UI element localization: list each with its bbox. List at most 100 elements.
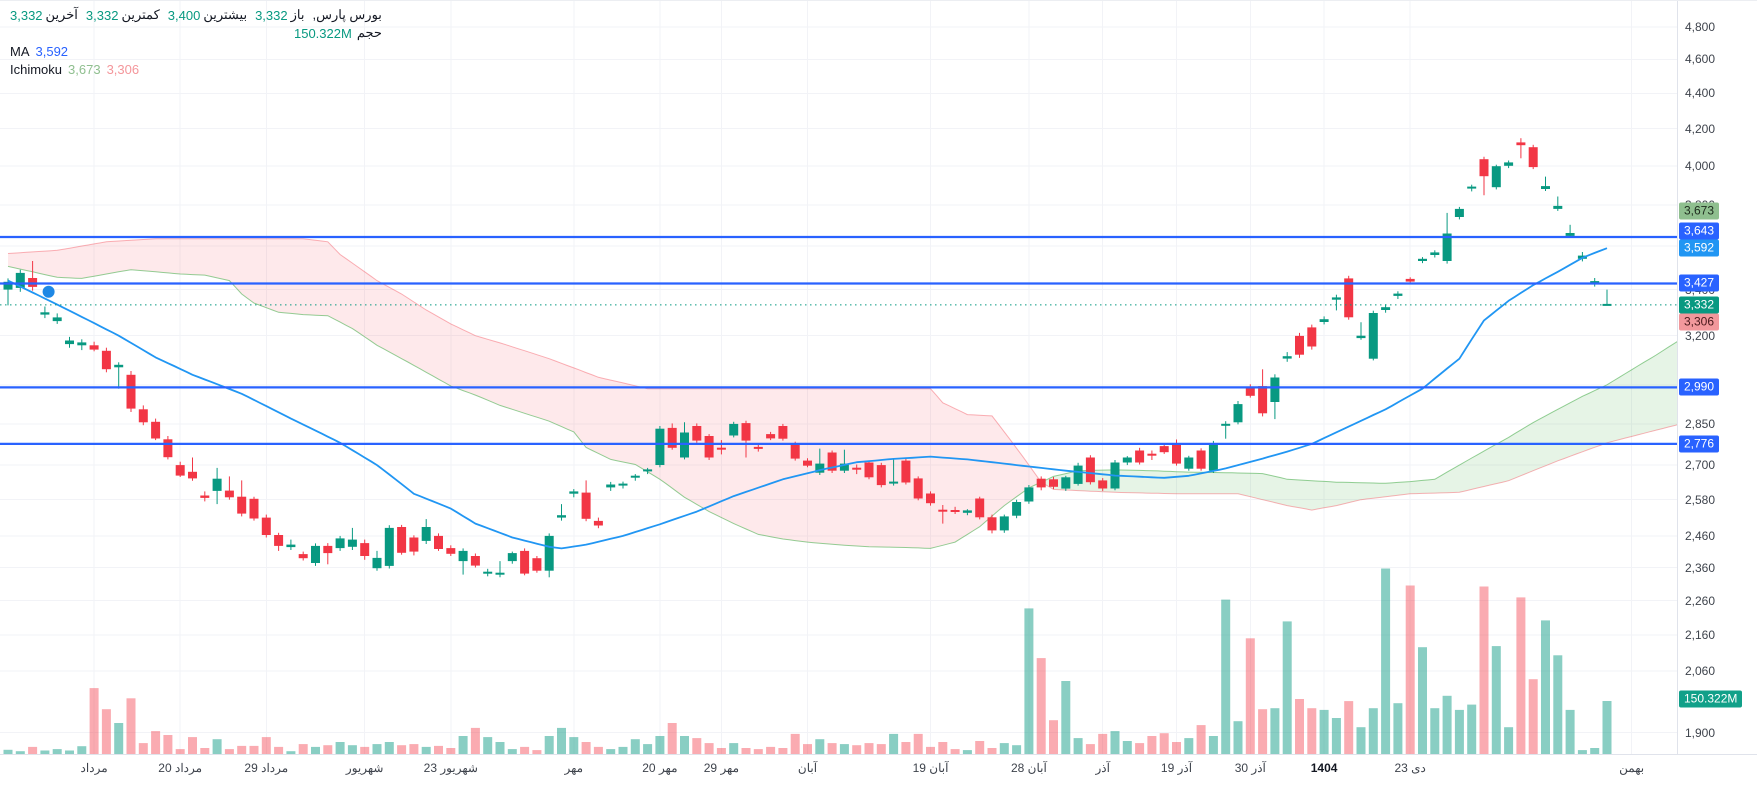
volume-bar [1491, 646, 1501, 754]
candle-body [1368, 313, 1378, 359]
volume-bar [889, 733, 899, 754]
candle-body [52, 317, 62, 322]
volume-bar [335, 742, 345, 754]
ma-line[interactable] [7, 247, 1608, 550]
price-tick: 4,200 [1685, 121, 1716, 136]
volume-bar [1122, 741, 1132, 754]
volume-bar [962, 750, 972, 754]
candle-body [1356, 335, 1366, 339]
volume-bar [901, 742, 911, 754]
candle-body [1098, 480, 1108, 489]
candle-body [1467, 186, 1477, 189]
price-tick: 4,600 [1685, 52, 1716, 67]
volume-bar [1196, 725, 1206, 754]
candle-body [249, 498, 259, 519]
volume-bar [1110, 731, 1120, 754]
volume-bar [323, 745, 333, 754]
candle-body [1442, 233, 1452, 261]
candle-body [1282, 356, 1292, 359]
time-label: 28 آبان [1010, 761, 1047, 775]
ichimoku-senkou-a-value: 3,673 [68, 61, 101, 77]
volume-bar [790, 733, 800, 754]
volume-bar [950, 749, 960, 754]
volume-bar [1024, 608, 1034, 754]
candle-body [101, 350, 111, 370]
volume-bar [839, 744, 849, 754]
volume-bar [741, 748, 751, 754]
candle-body [1073, 465, 1083, 484]
candle-body [77, 342, 87, 346]
volume-bar [1208, 736, 1218, 754]
time-label: 19 آبان [912, 761, 949, 775]
price-tick: 2,700 [1685, 458, 1716, 473]
candle-body [1245, 387, 1255, 396]
volume-bar [581, 742, 591, 754]
candle-body [667, 427, 677, 448]
candle-body [200, 495, 210, 498]
legend-volume-row[interactable]: حجم 150.322M [10, 24, 382, 42]
legend-ma-row[interactable]: MA 3,592 [10, 42, 382, 60]
candle-body [151, 421, 161, 439]
volume-bar [384, 742, 394, 754]
volume-bar [1282, 621, 1292, 754]
volume-bar [1504, 727, 1514, 754]
candle-body [335, 538, 345, 549]
volume-bar [1245, 638, 1255, 754]
candle-body [237, 496, 247, 514]
volume-bar [114, 723, 124, 754]
volume-bar [188, 737, 197, 754]
volume-bar [458, 736, 468, 754]
volume-bar [1258, 709, 1268, 754]
volume-bar [1381, 568, 1391, 754]
volume-bar [716, 748, 726, 754]
time-axis[interactable]: مرداد 20 مرداد 29 مرداد شهریور 23 شهریور مهر 2… [0, 754, 1757, 781]
legend-high: بیشترین 3,400 [167, 7, 248, 23]
candle-body [852, 467, 862, 470]
grid [0, 1, 1677, 754]
candle-body [741, 423, 751, 441]
candle-body [1135, 450, 1145, 463]
candle-body [606, 484, 616, 488]
candle-body [1430, 252, 1440, 255]
symbol-title: بورس پارس, [312, 7, 382, 22]
candle-body [778, 426, 788, 439]
volume-bar [175, 749, 185, 754]
price-badge: 3,673 [1679, 202, 1720, 220]
volume-bar [28, 746, 38, 754]
candle-body [544, 535, 554, 571]
candle-body [212, 478, 222, 491]
candle-body [766, 434, 776, 439]
time-label: مرداد [80, 761, 108, 775]
time-label: 29 مرداد [244, 761, 289, 775]
price-badge: 2,776 [1679, 435, 1720, 453]
time-label: 1404 [1310, 761, 1338, 775]
price-tick: 2,580 [1685, 492, 1716, 507]
price-axis[interactable]: 4,8004,6004,4004,2004,0003,8003,6003,400… [1677, 1, 1757, 754]
volume-bar [1553, 655, 1563, 754]
price-tick: 2,360 [1685, 560, 1716, 575]
candle-body [384, 527, 394, 566]
candle-body [790, 443, 800, 459]
candle-body [889, 481, 899, 484]
candle-body [839, 463, 849, 471]
candle-body [1405, 278, 1415, 282]
candle-body [286, 544, 296, 548]
time-label: 20 مرداد [158, 761, 203, 775]
candle-body [175, 465, 185, 476]
volume-bar [3, 749, 13, 754]
legend-low: کمترین 3,332 [85, 7, 160, 23]
event-marker-dot[interactable] [42, 285, 55, 298]
candle-body [274, 535, 284, 546]
legend-symbol-row[interactable]: بورس پارس, باز 3,332 بیشترین 3,400 کمتری… [10, 6, 382, 24]
price-badge: 3,643 [1679, 222, 1720, 240]
candle-body [729, 423, 739, 436]
volume-bar [434, 745, 443, 754]
legend-ichimoku-row[interactable]: Ichimoku 3,673 3,306 [10, 60, 382, 78]
volume-series[interactable] [3, 568, 1612, 755]
candle-body [323, 545, 333, 554]
candle-body [1221, 423, 1231, 426]
candle-body [138, 409, 148, 423]
candles-series[interactable] [3, 138, 1612, 578]
